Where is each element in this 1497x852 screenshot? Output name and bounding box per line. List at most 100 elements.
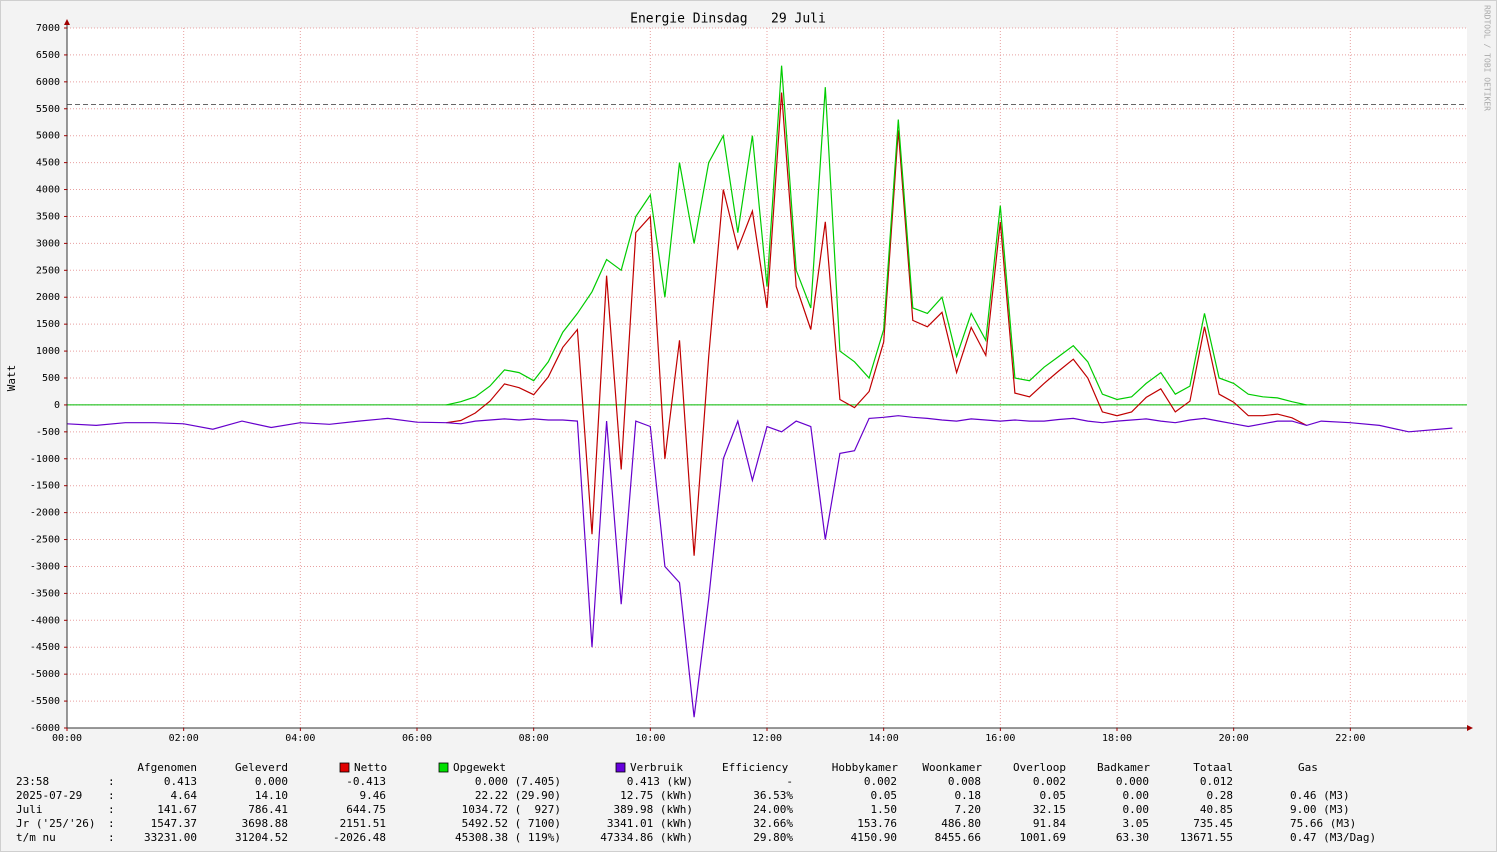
- table-cell: :: [108, 789, 115, 802]
- x-tick-label: 22:00: [1335, 733, 1365, 744]
- table-cell: 1001.69: [1020, 831, 1066, 844]
- table-cell: 0.002: [864, 775, 897, 788]
- table-cell: 5492.52 ( 7100): [462, 817, 561, 830]
- x-tick-label: 12:00: [752, 733, 782, 744]
- column-header: Efficiency: [722, 761, 789, 774]
- table-cell: 0.000 (7.405): [475, 775, 561, 788]
- column-header: Totaal: [1193, 761, 1233, 774]
- table-cell: 0.46 (M3): [1290, 789, 1350, 802]
- legend-swatch: [615, 762, 626, 773]
- table-cell: 24.00%: [753, 803, 793, 816]
- table-cell: 22.22 (29.90): [475, 789, 561, 802]
- series-line: [66, 415, 1453, 718]
- series-line: [446, 92, 1307, 556]
- table-cell: :: [108, 803, 115, 816]
- table-cell: :: [108, 775, 115, 788]
- y-arrow: [64, 19, 70, 25]
- table-cell: 12.75 (kWh): [620, 789, 693, 802]
- y-tick-label: -2500: [30, 535, 60, 546]
- table-cell: 45308.38 ( 119%): [455, 831, 561, 844]
- column-header: Badkamer: [1097, 761, 1150, 774]
- table-cell: -0.413: [346, 775, 386, 788]
- axes: -6000-5500-5000-4500-4000-3500-3000-2500…: [30, 19, 1473, 744]
- x-tick-label: 04:00: [285, 733, 315, 744]
- legend-swatch: [339, 762, 350, 773]
- grid: [66, 27, 1467, 729]
- y-tick-label: -3500: [30, 588, 60, 599]
- x-tick-label: 02:00: [169, 733, 199, 744]
- x-tick-label: 10:00: [635, 733, 665, 744]
- table-cell: 1547.37: [151, 817, 197, 830]
- column-header: Woonkamer: [922, 761, 982, 774]
- x-tick-label: 18:00: [1102, 733, 1132, 744]
- table-cell: -2026.48: [333, 831, 386, 844]
- column-header: Geleverd: [235, 761, 288, 774]
- legend-label: Opgewekt: [453, 761, 506, 774]
- y-tick-label: -4500: [30, 642, 60, 653]
- table-cell: 63.30: [1116, 831, 1149, 844]
- series-line: [446, 65, 1307, 406]
- x-arrow: [1467, 725, 1473, 731]
- table-cell: 9.00 (M3): [1290, 803, 1350, 816]
- table-cell: 389.98 (kWh): [614, 803, 693, 816]
- x-tick-label: 00:00: [52, 733, 82, 744]
- table-cell: :: [108, 817, 115, 830]
- table-cell: 644.75: [346, 803, 386, 816]
- y-tick-label: 2500: [36, 265, 60, 276]
- table-cell: 29.80%: [753, 831, 793, 844]
- table-cell: 0.000: [1116, 775, 1149, 788]
- table-cell: 3341.01 (kWh): [607, 817, 693, 830]
- table-cell: 2025-07-29: [16, 789, 82, 802]
- table-cell: 3698.88: [242, 817, 288, 830]
- table-cell: 0.00: [1123, 789, 1150, 802]
- y-tick-label: -5500: [30, 696, 60, 707]
- table-cell: Jr ('25/'26): [16, 817, 95, 830]
- table-cell: 3.05: [1123, 817, 1150, 830]
- column-header: Afgenomen: [137, 761, 197, 774]
- table-cell: 33231.00: [144, 831, 197, 844]
- y-tick-label: -500: [36, 427, 60, 438]
- table-cell: 36.53%: [753, 789, 793, 802]
- x-tick-label: 06:00: [402, 733, 432, 744]
- table-cell: 32.15: [1033, 803, 1066, 816]
- table-cell: 0.413 (kW): [627, 775, 693, 788]
- y-tick-label: -2000: [30, 508, 60, 519]
- table-cell: :: [108, 831, 115, 844]
- lines: [66, 65, 1453, 718]
- table-cell: 2151.51: [340, 817, 386, 830]
- table-cell: 9.46: [360, 789, 387, 802]
- table-cell: 14.10: [255, 789, 288, 802]
- table-cell: 0.012: [1200, 775, 1233, 788]
- x-tick-label: 20:00: [1219, 733, 1249, 744]
- x-tick-label: 08:00: [519, 733, 549, 744]
- table-cell: 7.20: [955, 803, 982, 816]
- y-tick-label: 7000: [36, 23, 60, 34]
- table-cell: 786.41: [248, 803, 288, 816]
- table-cell: 735.45: [1193, 817, 1233, 830]
- y-tick-label: -6000: [30, 723, 60, 734]
- table-cell: 47334.86 (kWh): [600, 831, 693, 844]
- y-axis-label: Watt: [5, 365, 18, 392]
- y-tick-label: -1500: [30, 481, 60, 492]
- table-cell: 4.64: [171, 789, 198, 802]
- table-cell: 8455.66: [935, 831, 981, 844]
- y-tick-label: 4500: [36, 158, 60, 169]
- table-cell: 486.80: [941, 817, 981, 830]
- column-header: Overloop: [1013, 761, 1066, 774]
- table-cell: -: [786, 775, 793, 788]
- legend-label: Verbruik: [630, 761, 683, 774]
- table-cell: 0.05: [1040, 789, 1067, 802]
- table-cell: 1034.72 ( 927): [462, 803, 561, 816]
- table-cell: 0.008: [948, 775, 981, 788]
- table-cell: 75.66 (M3): [1290, 817, 1356, 830]
- y-tick-label: 4000: [36, 185, 60, 196]
- y-tick-label: 5000: [36, 131, 60, 142]
- column-header: Gas: [1298, 761, 1318, 774]
- y-tick-label: -3000: [30, 561, 60, 572]
- y-tick-label: 1000: [36, 346, 60, 357]
- table-cell: 0.00: [1123, 803, 1150, 816]
- table: Netto Opgewekt Verbruik Afgenomen Geleverd Ef…: [16, 761, 1376, 844]
- table-cell: 4150.90: [851, 831, 897, 844]
- y-tick-label: 3000: [36, 238, 60, 249]
